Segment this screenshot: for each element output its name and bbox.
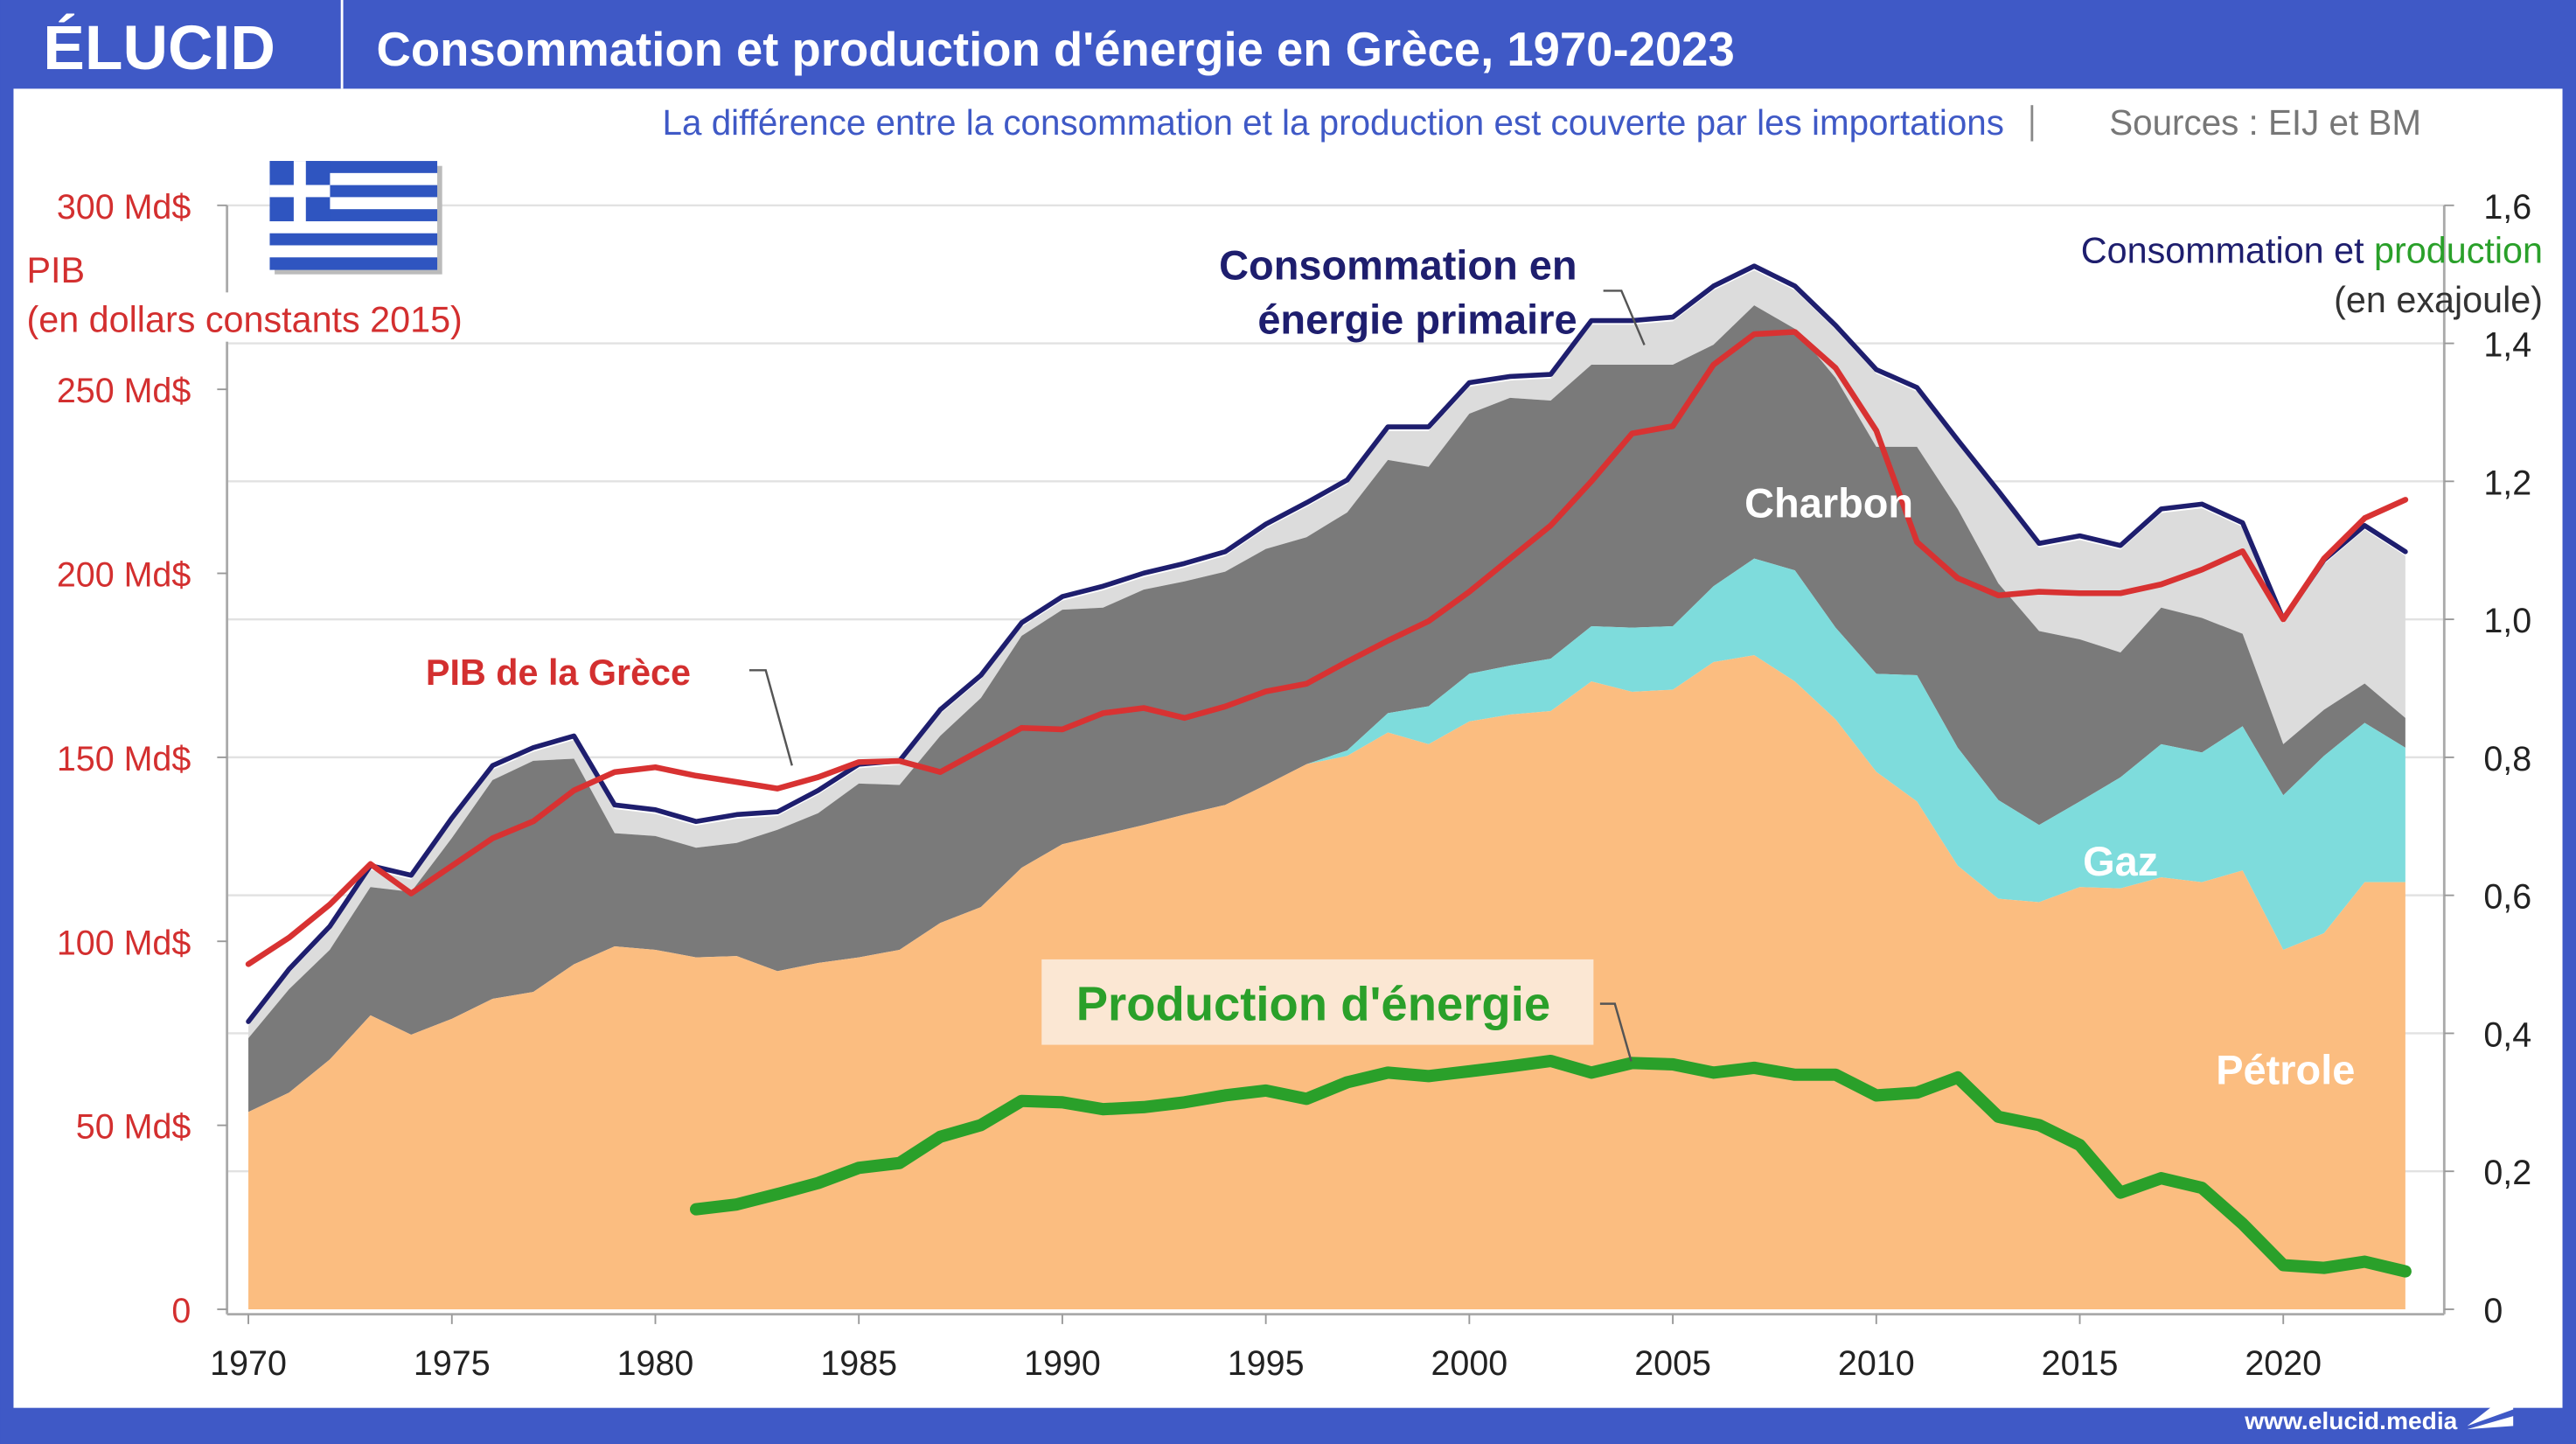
left-axis-subtitle: (en dollars constants 2015) [26,299,462,339]
x-tick-label: 2010 [1838,1344,1915,1383]
right-tick-label: 0 [2483,1292,2503,1330]
consommation-line [246,263,2408,1024]
x-tick-label: 2005 [1634,1344,1711,1383]
left-tick-label: 0 [171,1292,191,1330]
consommation-leader-line [1603,289,1646,345]
production-leader-line [1599,1002,1633,1062]
right-tick-label: 0,6 [2483,878,2531,917]
left-tick-label: 150 Md$ [57,740,191,778]
left-tick-label: 250 Md$ [57,372,191,410]
elucid-mark-icon [2467,1390,2514,1430]
right-tick-label: 0,8 [2483,740,2531,778]
series-lines [245,263,2412,1278]
sources: Sources : EIJ et BM [2109,102,2421,143]
flag-stripe [269,233,438,247]
pib-line [245,329,2409,967]
subtitle: La différence entre la consommation et l… [663,102,2004,143]
logo: ÉLUCID [43,12,275,83]
x-tick-label: 2015 [2042,1344,2119,1383]
left-axis-subtitle-bg [19,292,540,342]
pib-leader-line [748,669,793,766]
x-tick-label: 2020 [2245,1344,2322,1383]
charbon-area [248,305,2405,1113]
x-tick-label: 1985 [820,1344,897,1383]
right-tick-label: 0,2 [2483,1154,2531,1192]
gaz-area [248,558,2405,1113]
pib-label: PIB de la Grèce [426,652,691,693]
right-tick-label: 1,2 [2483,464,2531,502]
chart-title: Consommation et production d'énergie en … [377,23,1735,76]
x-tick-label: 2000 [1431,1344,1507,1383]
right-axis-unit: (en exajoule) [2334,280,2543,320]
axis-ticks: 0 0,2 0,4 0,6 0,8 1,0 1,2 1,4 1,6 0 50 Md$ 100 Md$ 1… [57,188,2531,1383]
footer-url[interactable]: www.elucid.media [2244,1406,2457,1434]
left-tick-label: 100 Md$ [57,924,191,962]
consommation-label-line1: Consommation en [1219,241,1577,288]
left-tick-label: 50 Md$ [76,1108,191,1147]
left-tick-label: 300 Md$ [57,188,191,227]
right-axis-title-production: production [2374,231,2543,271]
flag-stripe [269,245,438,258]
gaz-label: Gaz [2083,838,2158,884]
petrole-label: Pétrole [2216,1047,2355,1093]
right-tick-label: 0,4 [2483,1015,2531,1054]
right-tick-label: 1,0 [2483,602,2531,640]
right-axis-title: Consommation et production [2081,231,2543,271]
production-line [689,1054,2412,1278]
charbon-label: Charbon [1744,480,1913,527]
right-tick-label: 1,4 [2483,326,2531,365]
x-tick-label: 1995 [1228,1344,1305,1383]
left-axis-title: PIB [26,250,85,290]
left-tick-label: 200 Md$ [57,556,191,595]
x-tick-label: 1990 [1024,1344,1101,1383]
production-label: Production d'énergie [1076,977,1550,1030]
right-tick-label: 1,6 [2483,188,2531,227]
x-tick-label: 1975 [414,1344,491,1383]
flag-stripe [269,220,438,234]
x-tick-label: 1970 [210,1344,287,1383]
x-tick-label: 1980 [617,1344,694,1383]
flag-cross-h [269,185,331,198]
right-axis-title-consommation: Consommation et [2081,231,2374,271]
flag-stripe [269,257,438,270]
greece-flag-icon [269,161,442,275]
production-label-bg [1041,959,1594,1045]
consommation-label-line2: énergie primaire [1257,296,1577,342]
